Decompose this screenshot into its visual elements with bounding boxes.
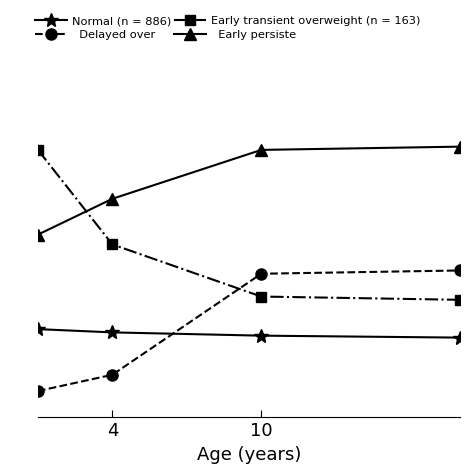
Legend: Normal (n = 886),   Delayed over, Early transient overweight (n = 163),   Early : Normal (n = 886), Delayed over, Early tr… [35, 16, 420, 40]
X-axis label: Age (years): Age (years) [197, 446, 301, 464]
